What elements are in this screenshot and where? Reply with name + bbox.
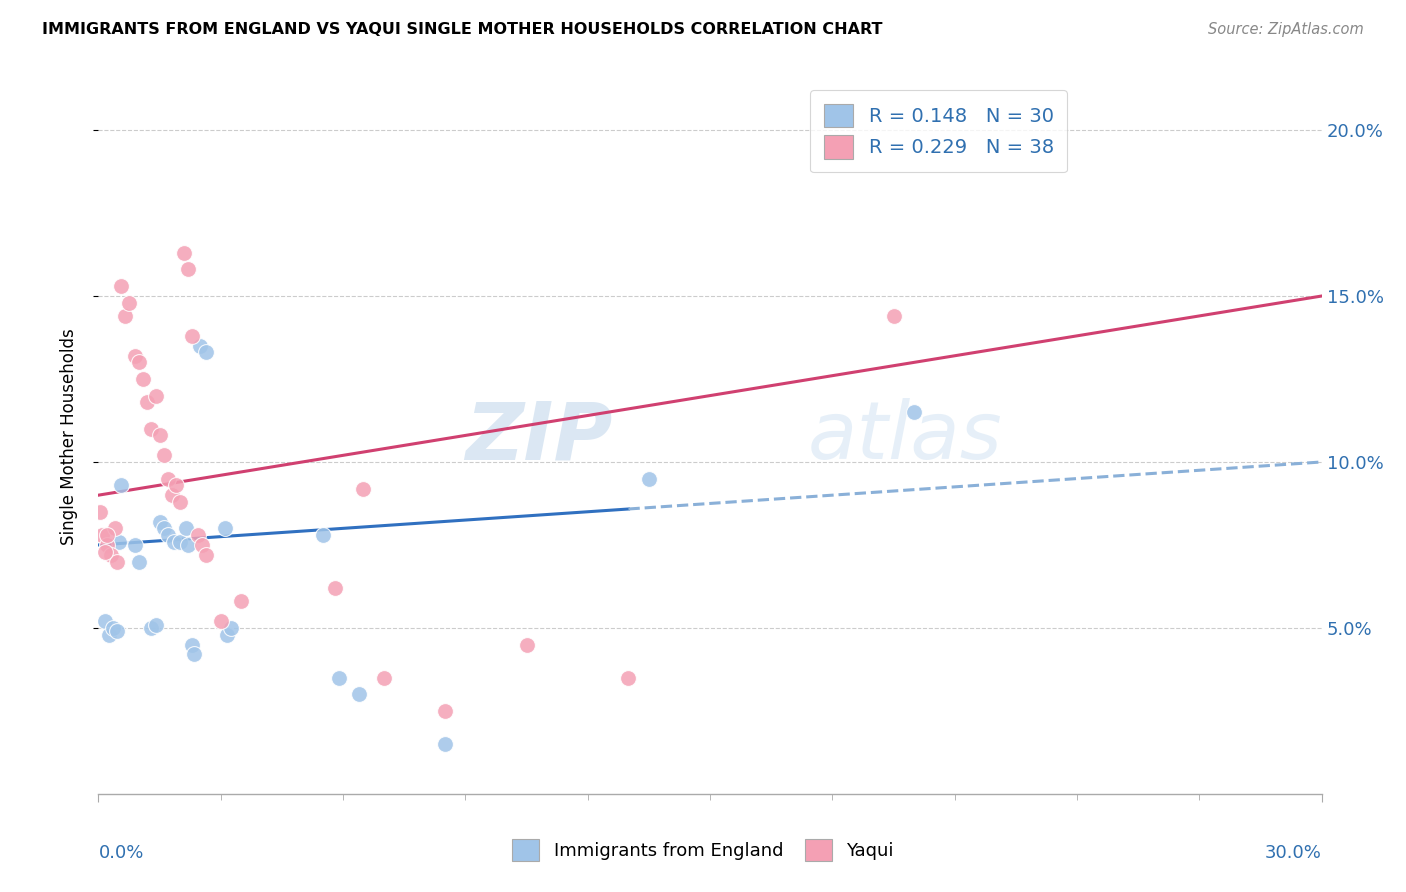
Point — [323, 581, 346, 595]
Point — [91, 528, 114, 542]
Point — [145, 617, 167, 632]
Point — [156, 472, 179, 486]
Point — [110, 478, 132, 492]
Legend: Immigrants from England, Yaqui: Immigrants from England, Yaqui — [499, 827, 907, 874]
Point — [195, 548, 218, 562]
Point — [231, 594, 253, 608]
Point — [149, 515, 172, 529]
Point — [638, 472, 661, 486]
Point — [118, 295, 141, 310]
Point — [89, 505, 111, 519]
Point — [97, 627, 120, 641]
Point — [132, 372, 155, 386]
Point — [141, 422, 163, 436]
Point — [160, 488, 183, 502]
Point — [105, 555, 128, 569]
Point — [128, 355, 150, 369]
Point — [187, 528, 209, 542]
Point — [96, 528, 118, 542]
Point — [93, 544, 115, 558]
Point — [883, 309, 905, 323]
Point — [433, 737, 456, 751]
Point — [173, 245, 195, 260]
Point — [163, 534, 186, 549]
Point — [128, 555, 150, 569]
Point — [124, 349, 146, 363]
Point — [183, 648, 205, 662]
Point — [219, 621, 242, 635]
Point — [188, 339, 212, 353]
Point — [373, 671, 395, 685]
Point — [328, 671, 350, 685]
Point — [96, 538, 118, 552]
Point — [169, 495, 191, 509]
Point — [903, 405, 925, 419]
Point — [145, 388, 167, 402]
Point — [181, 329, 204, 343]
Point — [181, 638, 204, 652]
Point — [156, 528, 179, 542]
Point — [149, 428, 172, 442]
Point — [209, 615, 232, 629]
Point — [136, 395, 159, 409]
Text: IMMIGRANTS FROM ENGLAND VS YAQUI SINGLE MOTHER HOUSEHOLDS CORRELATION CHART: IMMIGRANTS FROM ENGLAND VS YAQUI SINGLE … — [42, 22, 883, 37]
Point — [105, 624, 128, 639]
Point — [191, 538, 214, 552]
Point — [617, 671, 640, 685]
Point — [352, 482, 374, 496]
Point — [169, 534, 191, 549]
Text: ZIP: ZIP — [465, 398, 612, 476]
Point — [214, 521, 236, 535]
Point — [124, 538, 146, 552]
Point — [93, 615, 115, 629]
Point — [108, 534, 131, 549]
Point — [433, 704, 456, 718]
Point — [174, 521, 197, 535]
Point — [165, 478, 187, 492]
Text: 30.0%: 30.0% — [1265, 844, 1322, 862]
Point — [100, 548, 122, 562]
Text: Source: ZipAtlas.com: Source: ZipAtlas.com — [1208, 22, 1364, 37]
Point — [114, 309, 136, 323]
Point — [516, 638, 538, 652]
Point — [177, 262, 200, 277]
Text: 0.0%: 0.0% — [98, 844, 143, 862]
Point — [349, 687, 371, 701]
Point — [152, 448, 174, 462]
Point — [101, 621, 124, 635]
Y-axis label: Single Mother Households: Single Mother Households — [59, 329, 77, 545]
Point — [215, 627, 238, 641]
Point — [152, 521, 174, 535]
Text: atlas: atlas — [808, 398, 1002, 476]
Point — [177, 538, 200, 552]
Point — [141, 621, 163, 635]
Point — [110, 279, 132, 293]
Point — [312, 528, 335, 542]
Legend: R = 0.148   N = 30, R = 0.229   N = 38: R = 0.148 N = 30, R = 0.229 N = 38 — [810, 90, 1067, 172]
Point — [104, 521, 127, 535]
Point — [195, 345, 218, 359]
